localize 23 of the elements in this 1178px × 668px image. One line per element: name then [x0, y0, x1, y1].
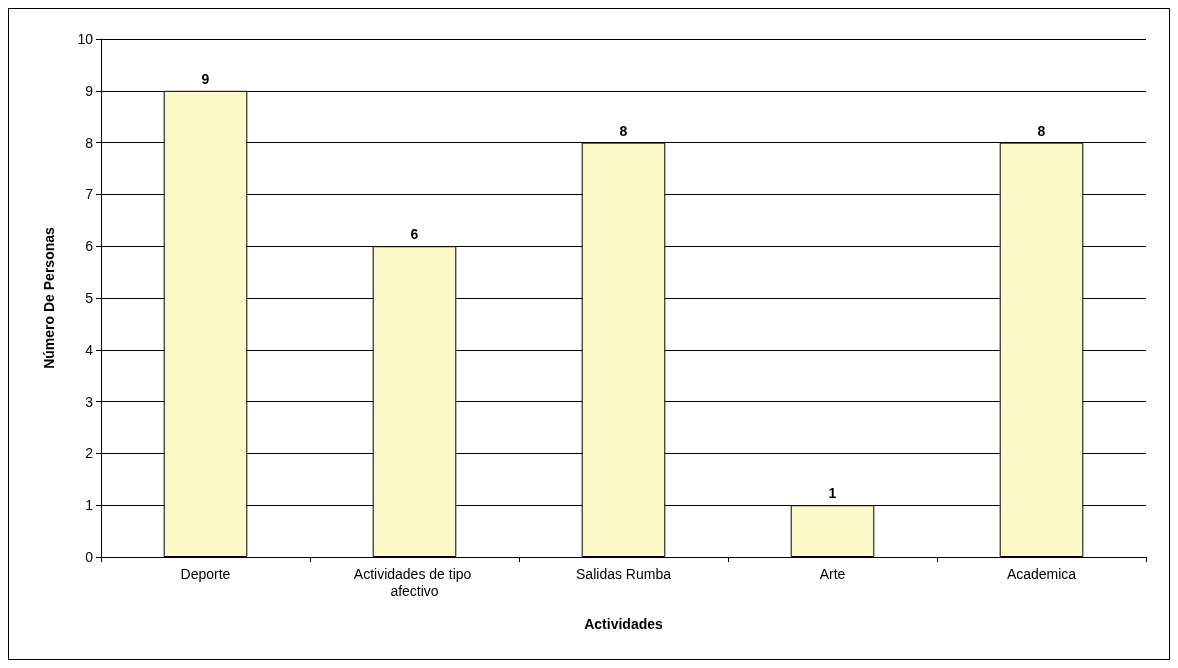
x-axis-title: Actividades: [584, 616, 663, 632]
x-tick-label: Deporte: [180, 565, 231, 582]
y-tick-label: 0: [85, 549, 94, 565]
y-tick-label: 5: [85, 290, 94, 306]
data-label: 8: [1037, 122, 1046, 139]
data-label: 1: [828, 485, 837, 502]
y-tick-label: 8: [85, 134, 94, 151]
y-tick-label: 1: [85, 497, 94, 514]
data-label: 9: [201, 70, 210, 87]
x-tick-label: Academica: [1006, 565, 1077, 582]
data-label: 8: [619, 122, 628, 139]
y-tick-label: 2: [85, 445, 94, 462]
y-axis-title: Número De Personas: [41, 226, 57, 369]
x-tick-label: Arte: [819, 565, 846, 582]
y-tick-label: 9: [85, 82, 94, 99]
data-label: 6: [410, 226, 419, 243]
y-tick-label: 6: [85, 238, 94, 255]
x-tick-label: Actividades de tipo afectivo: [353, 565, 476, 599]
y-tick-label: 7: [85, 186, 94, 203]
x-tick-label: Salidas Rumba: [576, 565, 672, 582]
y-tick-label: 10: [77, 31, 94, 47]
y-tick-label: 3: [85, 393, 94, 410]
y-tick-label: 4: [85, 341, 94, 358]
